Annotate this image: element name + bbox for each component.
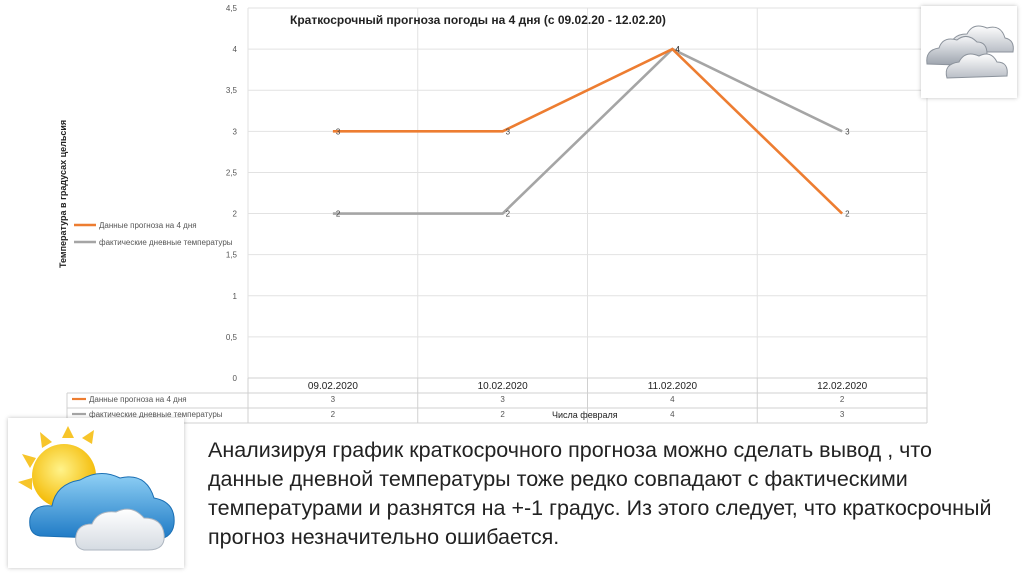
legend-label: Данные прогноза на 4 дня: [99, 221, 197, 230]
table-cell: 3: [500, 395, 505, 404]
y-tick-label: 4,5: [226, 4, 238, 13]
table-cell: 3: [331, 395, 336, 404]
chart-series: [332, 47, 844, 215]
x-category-label: 09.02.2020: [308, 381, 358, 392]
y-tick-label: 1,5: [226, 251, 238, 260]
data-label: 4: [675, 45, 680, 54]
data-label: 3: [336, 127, 341, 136]
legend: Данные прогноза на 4 дня фактические днев…: [74, 221, 233, 247]
table-series-name: Данные прогноза на 4 дня: [89, 395, 187, 404]
x-category-label: 10.02.2020: [478, 381, 528, 392]
x-category-label: 12.02.2020: [817, 381, 867, 392]
table-cell: 4: [670, 395, 675, 404]
conclusion-text: Анализируя график краткосрочного прогноз…: [208, 438, 992, 549]
series-line: [332, 47, 843, 215]
x-axis-title: Числа февраля: [552, 410, 618, 420]
table-series-name: фактические дневные температуры: [89, 410, 223, 419]
chart-title: Краткосрочный прогноза погоды на 4 дня (…: [290, 13, 666, 27]
y-tick-label: 0: [233, 374, 238, 383]
table-cell: 4: [670, 410, 675, 419]
y-tick-label: 2: [233, 210, 238, 219]
sun-behind-cloud-icon: [8, 418, 184, 568]
table-cell: 2: [331, 410, 336, 419]
data-label: 4: [675, 45, 680, 54]
chart-gridlines: [247, 7, 928, 379]
data-table: 09.02.2020 10.02.2020 11.02.2020 12.02.2020…: [66, 377, 928, 424]
y-tick-label: 0,5: [226, 333, 238, 342]
y-tick-label: 3,5: [226, 86, 238, 95]
y-tick-label: 2,5: [226, 168, 238, 177]
data-label: 2: [506, 210, 511, 219]
y-tick-label: 3: [233, 127, 238, 136]
y-tick-label: 4: [233, 45, 238, 54]
clouds-icon: [921, 6, 1017, 98]
series-line: [332, 47, 844, 215]
y-tick-label: 1: [233, 292, 238, 301]
y-axis-title: Температура в градусах цельсия: [58, 120, 68, 268]
y-axis-ticks: 0 0,5 1 1,5 2 2,5 3 3,5 4 4,5: [226, 4, 238, 383]
table-cell: 2: [500, 410, 505, 419]
data-label: 2: [336, 210, 341, 219]
table-cell: 2: [840, 395, 845, 404]
data-label: 3: [506, 127, 511, 136]
legend-label: фактические дневные температуры: [99, 238, 233, 247]
x-category-label: 11.02.2020: [648, 381, 698, 392]
table-cell: 3: [840, 410, 845, 419]
data-label: 2: [845, 210, 850, 219]
data-label: 3: [845, 127, 850, 136]
